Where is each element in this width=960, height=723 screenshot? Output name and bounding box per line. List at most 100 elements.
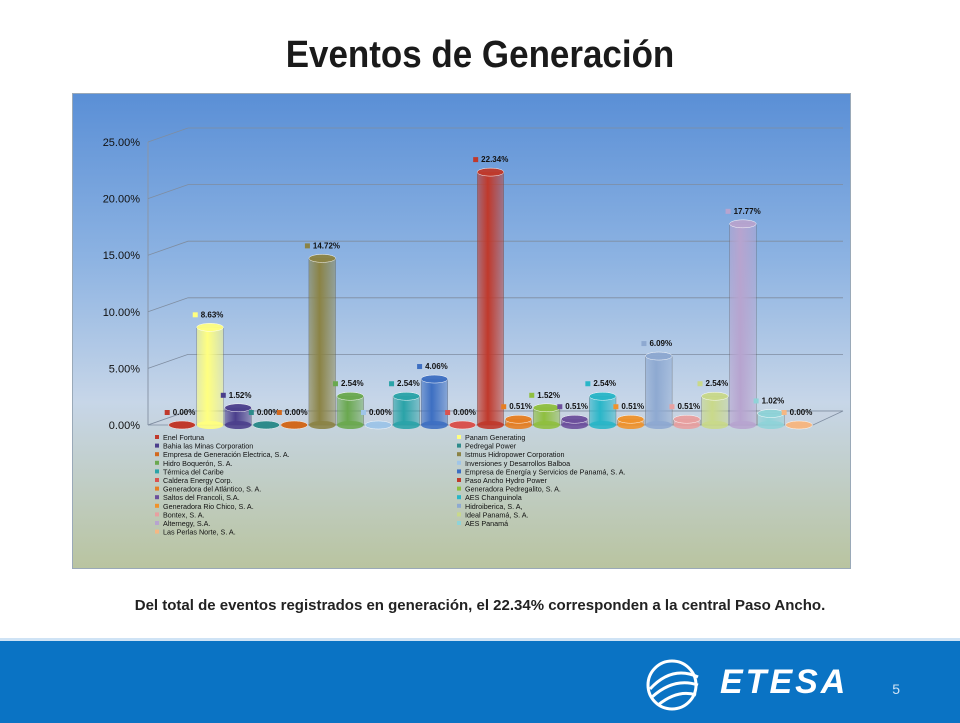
legend-swatch [155, 443, 159, 448]
legend-entry: Bahia las Minas Corporation [163, 442, 253, 451]
data-label-marker [669, 404, 675, 410]
bar-base-20 [729, 421, 757, 429]
bar-8 [392, 396, 420, 426]
legend-entry: Bontex, S. A. [163, 510, 205, 519]
data-label-marker [613, 404, 619, 410]
bar-5 [308, 258, 336, 426]
data-label-marker [361, 410, 367, 415]
bar-top-11 [476, 167, 505, 177]
bar-11 [477, 171, 504, 426]
etesa-logo: ETESA [640, 655, 870, 713]
data-label-marker [697, 381, 703, 387]
legend-swatch [155, 478, 159, 482]
legend-entry: Empresa de Generación Electrica, S. A. [163, 450, 290, 459]
data-label: 8.63% [201, 310, 224, 319]
legend-swatch [155, 529, 159, 534]
data-label-marker [557, 404, 563, 410]
data-label: 1.02% [762, 396, 785, 405]
y-tick-label: 10.00% [103, 307, 141, 319]
legend-swatch [155, 460, 159, 465]
legend-entry: Inversiones y Desarrollos Balboa [465, 459, 570, 468]
data-label-marker [248, 410, 254, 415]
bar-top-12 [504, 414, 533, 424]
bar-top-7 [364, 420, 392, 430]
data-label-marker [641, 341, 647, 347]
data-label-marker [332, 381, 338, 387]
data-label: 2.54% [341, 379, 364, 388]
bar-top-15 [589, 391, 617, 401]
data-label: 2.54% [593, 379, 616, 388]
y-tick-label: 20.00% [103, 194, 141, 206]
bar-base-2 [224, 421, 252, 429]
gridline [147, 127, 843, 143]
data-label: 0.51% [621, 402, 644, 411]
data-label: 0.00% [790, 408, 813, 417]
data-label-marker [389, 381, 395, 387]
legend-swatch [457, 495, 461, 500]
legend-swatch [155, 435, 159, 439]
legend-entry: AES Panamá [465, 519, 508, 528]
bar-top-19 [701, 391, 729, 401]
data-label-marker [781, 410, 787, 415]
data-label: 17.77% [734, 207, 761, 216]
legend-swatch [457, 452, 461, 457]
bar-top-0 [168, 420, 196, 430]
legend-swatch [457, 521, 461, 525]
bar-base-16 [617, 421, 645, 429]
data-label-marker [304, 243, 310, 249]
data-label-marker [164, 410, 170, 415]
legend-swatch [155, 521, 159, 525]
bar-top-3 [252, 420, 280, 430]
legend-swatch [155, 495, 159, 500]
legend-entry: Generadora Rio Chico, S. A. [163, 502, 254, 511]
bar-base-12 [505, 421, 532, 429]
bar-base-11 [477, 421, 504, 429]
data-label: 1.52% [537, 391, 560, 400]
bar-19 [701, 396, 729, 426]
data-label: 2.54% [397, 379, 420, 388]
bar-base-19 [701, 421, 729, 429]
bar-chart: 0.00% 5.00% 10.00% 15.00% 20.00% 25.00% 0.00% 8… [103, 127, 844, 537]
bar-base-1 [196, 421, 224, 429]
legend-entry: Enel Fortuna [163, 433, 204, 442]
legend-swatch [155, 469, 159, 474]
legend-entry: Alternegy, S.A. [163, 519, 210, 528]
bar-base-5 [308, 421, 336, 429]
data-label: 0.00% [173, 408, 196, 417]
data-label: 22.34% [481, 155, 508, 164]
logo-text: ETESA [720, 663, 849, 701]
legend-entry: Istmus Hidropower Corporation [465, 450, 564, 459]
bar-top-13 [533, 403, 561, 413]
bar-base-18 [673, 421, 701, 429]
bar-top-16 [617, 414, 645, 424]
legend-swatch [457, 486, 461, 491]
data-label: 0.00% [369, 408, 392, 417]
y-tick-label: 15.00% [103, 250, 141, 262]
bar-top-1 [196, 323, 224, 332]
bar-1 [196, 327, 224, 426]
data-label: 0.51% [509, 402, 532, 411]
data-label: 14.72% [313, 241, 340, 250]
legend-entry: Generadora del Atlántico, S. A. [163, 485, 261, 494]
bar-base-8 [393, 421, 420, 429]
footer-bar: ETESA 5 [0, 638, 960, 723]
legend-swatch [155, 503, 159, 508]
legend-swatch [457, 443, 461, 448]
data-label: 0.51% [565, 402, 588, 411]
legend-swatch [457, 460, 461, 465]
data-label-marker [501, 404, 507, 410]
bar-top-10 [448, 420, 477, 430]
data-label-marker [417, 364, 423, 370]
data-label-marker [529, 392, 535, 398]
gridline [147, 240, 843, 256]
legend-swatch [457, 512, 461, 517]
data-label: 1.52% [229, 391, 252, 400]
data-label-marker [220, 392, 226, 398]
data-label: 0.00% [257, 408, 280, 417]
data-label: 0.00% [453, 408, 476, 417]
legend-swatch [155, 486, 159, 491]
data-label: 0.51% [677, 402, 700, 411]
bar-top-9 [420, 374, 448, 384]
bar-top-21 [757, 409, 785, 418]
bar-top-2 [224, 403, 252, 413]
